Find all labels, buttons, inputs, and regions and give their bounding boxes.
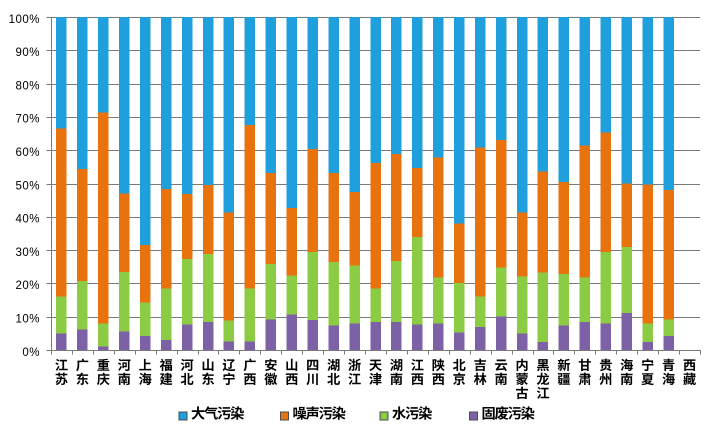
svg-text:90%: 90% <box>15 47 40 59</box>
svg-text:0%: 0% <box>22 347 40 359</box>
svg-text:30%: 30% <box>15 247 40 259</box>
svg-text:100%: 100% <box>9 14 40 26</box>
svg-text:10%: 10% <box>15 314 40 326</box>
svg-text:20%: 20% <box>15 280 40 292</box>
svg-text:50%: 50% <box>15 180 40 192</box>
svg-text:60%: 60% <box>15 147 40 159</box>
svg-text:70%: 70% <box>15 114 40 126</box>
svg-text:80%: 80% <box>15 80 40 92</box>
svg-text:40%: 40% <box>15 214 40 226</box>
